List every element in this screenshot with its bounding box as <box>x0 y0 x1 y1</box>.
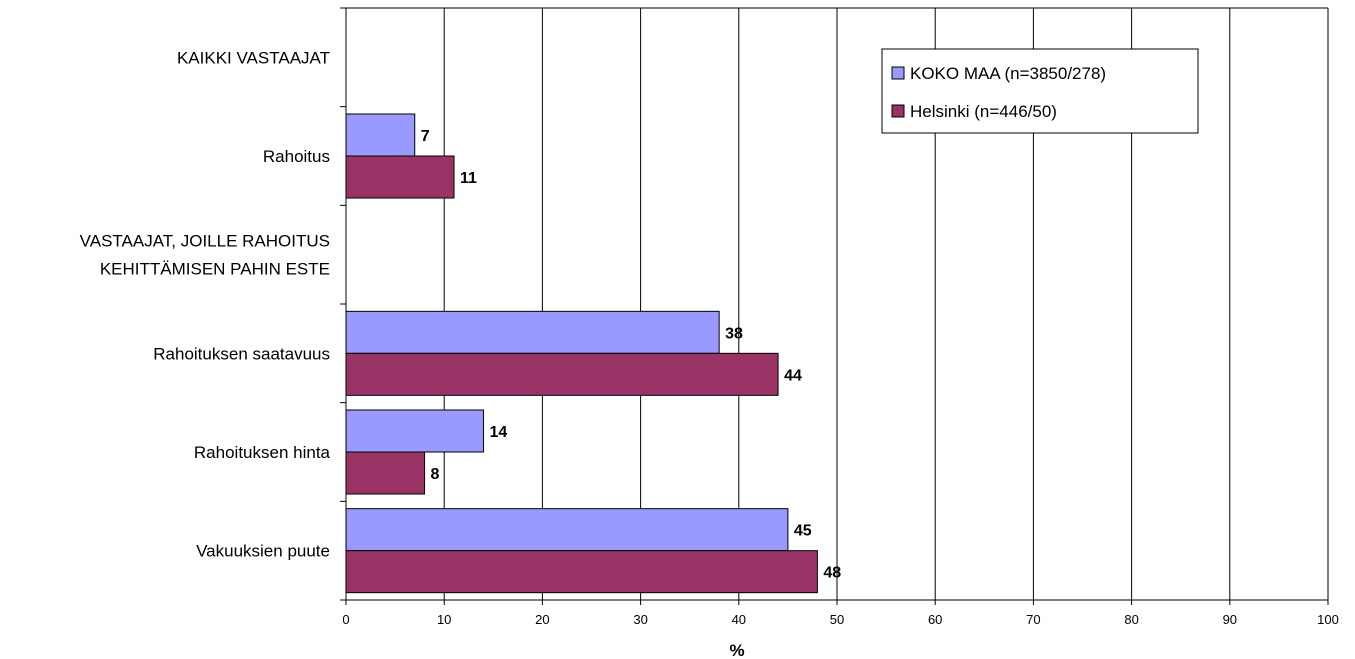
legend-label-1: KOKO MAA (n=3850/278) <box>910 64 1106 83</box>
legend: KOKO MAA (n=3850/278) Helsinki (n=446/50) <box>881 48 1199 134</box>
bar-series-2 <box>345 550 818 594</box>
category-label-line: Rahoituksen hinta <box>194 443 331 462</box>
x-tick-label: 90 <box>1223 612 1237 627</box>
x-tick-label: 10 <box>437 612 451 627</box>
category-label: VASTAAJAT, JOILLE RAHOITUS KEHITTÄMISEN P… <box>80 232 330 279</box>
x-tick-label: 40 <box>732 612 746 627</box>
x-tick-label: 60 <box>928 612 942 627</box>
legend-label-2: Helsinki (n=446/50) <box>910 102 1057 121</box>
bar-series-2 <box>345 451 426 495</box>
category-label: Rahoitus <box>263 147 330 166</box>
data-label: 8 <box>431 466 440 483</box>
legend-swatch-1 <box>891 66 905 80</box>
x-tick-label: 30 <box>633 612 647 627</box>
data-label: 11 <box>460 170 477 187</box>
data-label: 44 <box>784 367 802 384</box>
data-label: 45 <box>794 523 812 540</box>
category-label: Rahoituksen hinta <box>194 443 331 462</box>
x-tick-label: 20 <box>535 612 549 627</box>
legend-swatch-2 <box>891 104 905 118</box>
category-label-line: KEHITTÄMISEN PAHIN ESTE <box>100 260 330 279</box>
bar-series-1 <box>345 409 484 453</box>
category-label-line: KAIKKI VASTAAJAT <box>177 48 330 67</box>
bar-series-2 <box>345 352 779 396</box>
data-label: 14 <box>489 424 507 441</box>
legend-box <box>881 48 1199 134</box>
category-label: Vakuuksien puute <box>196 542 330 561</box>
axes <box>340 7 1329 605</box>
bar-series-1 <box>345 113 416 157</box>
x-axis-title: % <box>729 641 744 659</box>
x-tick-label: 0 <box>342 612 349 627</box>
category-label-line: Vakuuksien puute <box>196 542 330 561</box>
category-label: Rahoituksen saatavuus <box>153 344 330 363</box>
x-tick-label: 70 <box>1026 612 1040 627</box>
data-label: 7 <box>421 128 430 145</box>
category-label-line: Rahoituksen saatavuus <box>153 344 330 363</box>
category-label: KAIKKI VASTAAJAT <box>177 48 330 67</box>
x-tick-label: 50 <box>830 612 844 627</box>
bars <box>345 113 818 594</box>
category-label-line: VASTAAJAT, JOILLE RAHOITUS <box>80 232 330 251</box>
category-labels: KAIKKI VASTAAJAT Rahoitus VASTAAJAT, JOILL… <box>80 48 331 560</box>
x-tick-label: 100 <box>1317 612 1339 627</box>
category-label-line: Rahoitus <box>263 147 330 166</box>
data-label: 48 <box>823 565 841 582</box>
data-labels: 7 38 14 45 11 44 8 48 <box>421 128 842 582</box>
x-tick-label: 80 <box>1124 612 1138 627</box>
bar-series-1 <box>345 508 789 552</box>
data-label: 38 <box>725 325 743 342</box>
bar-series-2 <box>345 155 455 199</box>
x-tick-labels: 0 10 20 30 40 50 60 70 80 90 100 <box>342 612 1338 627</box>
bar-series-1 <box>345 310 720 354</box>
